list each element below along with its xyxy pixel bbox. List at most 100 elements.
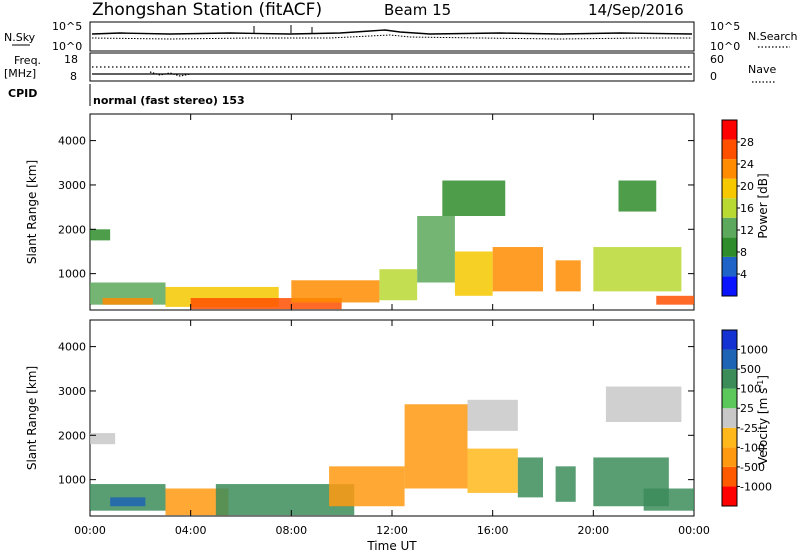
y-tick-label: 2000 bbox=[58, 429, 86, 442]
y-tick-label: 4000 bbox=[58, 135, 86, 148]
power-colorbar-tick-label: 28 bbox=[740, 136, 754, 149]
freq-right-tick-bottom: 0 bbox=[710, 70, 717, 83]
power-ylabel: Slant Range [km] bbox=[25, 160, 39, 264]
x-tick-label: 08:00 bbox=[275, 524, 307, 537]
power-region bbox=[555, 260, 581, 292]
y-tick-label: 1000 bbox=[58, 268, 86, 281]
power-colorbar-tick-label: 8 bbox=[740, 246, 747, 259]
power-colorbar-swatch bbox=[722, 217, 737, 238]
freq-left-tick-bottom: 8 bbox=[70, 70, 77, 83]
velocity-region bbox=[404, 404, 468, 489]
power-region bbox=[190, 298, 342, 310]
x-tick-label: 16:00 bbox=[477, 524, 509, 537]
velocity-region bbox=[643, 488, 694, 511]
velocity-ylabel: Slant Range [km] bbox=[25, 366, 39, 470]
power-colorbar-swatch bbox=[722, 276, 737, 296]
velocity-region bbox=[605, 386, 682, 422]
velocity-colorbar-tick-label: -500 bbox=[740, 461, 765, 474]
noise-search-trace bbox=[91, 34, 692, 40]
cpid-label: CPID bbox=[8, 87, 37, 100]
velocity-colorbar-tick-label: -100 bbox=[740, 441, 765, 454]
velocity-colorbar-swatch bbox=[722, 369, 737, 389]
power-colorbar-tick-label: 24 bbox=[740, 158, 754, 171]
freq-right-label: Nave bbox=[748, 63, 776, 76]
velocity-colorbar-swatch bbox=[722, 330, 737, 350]
power-region bbox=[417, 215, 455, 283]
noise-right-tick-top: 10^5 bbox=[710, 20, 740, 33]
noise-right-label: N.Search bbox=[748, 30, 798, 43]
power-region bbox=[379, 269, 418, 301]
velocity-colorbar-swatch bbox=[722, 466, 737, 487]
power-colorbar-tick-label: 4 bbox=[740, 268, 747, 281]
power-colorbar: 4 8 12 16 20 24 28 Power [dB] bbox=[721, 119, 770, 297]
station-title: Zhongshan Station (fitACF) bbox=[92, 0, 322, 20]
power-colorbar-label: Power [dB] bbox=[756, 173, 770, 238]
velocity-colorbar-tick-label: -1000 bbox=[740, 480, 772, 493]
velocity-colorbar-tick-label: 25 bbox=[740, 402, 754, 415]
freq-right-tick-top: 60 bbox=[710, 53, 724, 66]
beam-label: Beam 15 bbox=[384, 1, 451, 19]
y-tick-label: 4000 bbox=[58, 341, 86, 354]
power-colorbar-tick-label: 16 bbox=[740, 202, 754, 215]
noise-right-tick-bottom: 10^0 bbox=[710, 40, 740, 53]
velocity-region bbox=[467, 448, 518, 493]
y-tick-label: 3000 bbox=[58, 385, 86, 398]
power-colorbar-swatch bbox=[722, 139, 737, 160]
velocity-panel: 1000 2000 3000 4000 00:00 04:00 08:00 12:00 16:… bbox=[25, 114, 710, 553]
x-tick-label: 00:00 bbox=[74, 524, 106, 537]
velocity-colorbar-tick-label: -25 bbox=[740, 422, 758, 435]
power-colorbar-swatch bbox=[722, 237, 737, 257]
velocity-colorbar: -1000 -500 -100 -25 25 100 500 1000 Velocity [m… bbox=[721, 329, 772, 507]
noise-panel-frame bbox=[89, 21, 695, 52]
velocity-region bbox=[110, 497, 146, 507]
y-tick-label: 2000 bbox=[58, 223, 86, 236]
velocity-region bbox=[90, 484, 166, 511]
y-tick-label: 3000 bbox=[58, 179, 86, 192]
velocity-colorbar-tick-label: 500 bbox=[740, 363, 761, 376]
y-tick-label: 1000 bbox=[58, 474, 86, 487]
velocity-colorbar-swatch bbox=[722, 349, 737, 370]
velocity-colorbar-tick-label: 100 bbox=[740, 383, 761, 396]
velocity-region bbox=[517, 457, 543, 498]
power-region bbox=[102, 298, 153, 305]
velocity-region bbox=[467, 399, 518, 431]
freq-left-tick-top: 18 bbox=[64, 53, 78, 66]
noise-sky-trace bbox=[91, 29, 693, 35]
x-tick-label: 04:00 bbox=[175, 524, 207, 537]
velocity-colorbar-swatch bbox=[722, 408, 737, 428]
power-colorbar-swatch bbox=[722, 178, 737, 199]
velocity-colorbar-swatch bbox=[722, 447, 737, 467]
power-region bbox=[656, 295, 694, 305]
velocity-region bbox=[329, 466, 405, 507]
velocity-colorbar-swatch bbox=[722, 427, 737, 448]
power-region bbox=[442, 180, 506, 216]
power-region bbox=[492, 247, 543, 292]
power-panel: 1000 2000 3000 4000 Slant Range [km] bbox=[25, 113, 695, 311]
power-region bbox=[291, 280, 380, 303]
power-colorbar-swatch bbox=[722, 198, 737, 218]
noise-left-tick-bottom: 10^0 bbox=[52, 40, 82, 53]
velocity-colorbar-swatch bbox=[722, 388, 737, 409]
freq-panel-frame bbox=[89, 52, 695, 82]
velocity-colorbar-frame bbox=[721, 329, 738, 507]
power-region bbox=[618, 180, 657, 212]
freq-left-label-1: Freq. bbox=[14, 54, 41, 67]
power-region bbox=[90, 229, 111, 241]
freq-left-label-2: [MHz] bbox=[4, 67, 36, 80]
velocity-xlabel: Time UT bbox=[366, 539, 417, 553]
cpid-text: normal (fast stereo) 153 bbox=[93, 94, 245, 107]
power-colorbar-swatch bbox=[722, 120, 737, 140]
velocity-colorbar-tick-label: 1000 bbox=[740, 344, 768, 357]
velocity-region bbox=[90, 433, 116, 445]
velocity-colorbar-swatch bbox=[722, 486, 737, 506]
x-tick-label: 00:00 bbox=[678, 524, 710, 537]
power-colorbar-swatch bbox=[722, 159, 737, 179]
velocity-region bbox=[555, 466, 576, 502]
power-region bbox=[454, 251, 493, 296]
power-colorbar-tick-label: 12 bbox=[740, 224, 754, 237]
x-tick-label: 20:00 bbox=[577, 524, 609, 537]
noise-left-tick-top: 10^5 bbox=[52, 20, 82, 33]
power-region bbox=[593, 247, 682, 292]
power-colorbar-swatch bbox=[722, 256, 737, 277]
